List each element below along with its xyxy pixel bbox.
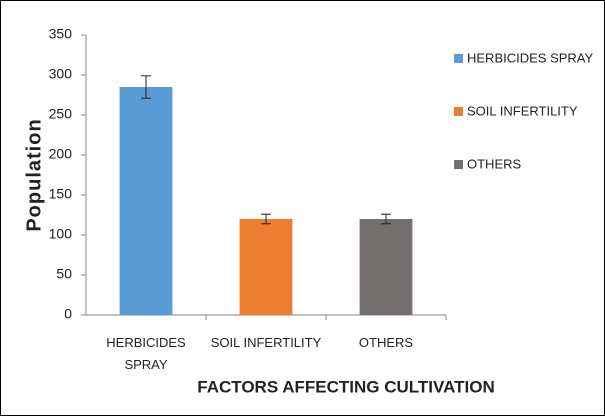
error-bar — [141, 75, 151, 99]
bar — [119, 87, 173, 315]
legend-label: OTHERS — [467, 156, 522, 171]
y-tick-label: 100 — [49, 226, 73, 242]
bar — [359, 219, 413, 315]
bar — [239, 219, 293, 315]
x-tick-label: HERBICIDES SPRAY — [106, 335, 186, 372]
y-axis-title: Population — [23, 118, 45, 231]
legend-swatch — [454, 160, 463, 169]
legend-swatch — [454, 54, 463, 63]
y-tick-label: 150 — [49, 186, 73, 202]
legend-label: SOIL INFERTILITY — [467, 103, 578, 118]
legend-swatch — [454, 107, 463, 116]
y-tick-label: 350 — [49, 26, 73, 42]
y-tick-label: 300 — [49, 66, 73, 82]
error-bar — [261, 213, 271, 225]
error-bar — [381, 213, 391, 225]
x-tick-label: OTHERS — [358, 335, 414, 350]
y-tick-label: 0 — [64, 306, 72, 322]
y-tick-label: 200 — [49, 146, 73, 162]
y-tick-label: 250 — [49, 106, 73, 122]
x-tick-label: SOIL INFERTILITY — [210, 335, 322, 350]
x-axis-title: FACTORS AFFECTING CULTIVATION — [197, 377, 494, 396]
legend-label: HERBICIDES SPRAY — [467, 50, 594, 65]
y-tick-label: 50 — [56, 266, 72, 282]
